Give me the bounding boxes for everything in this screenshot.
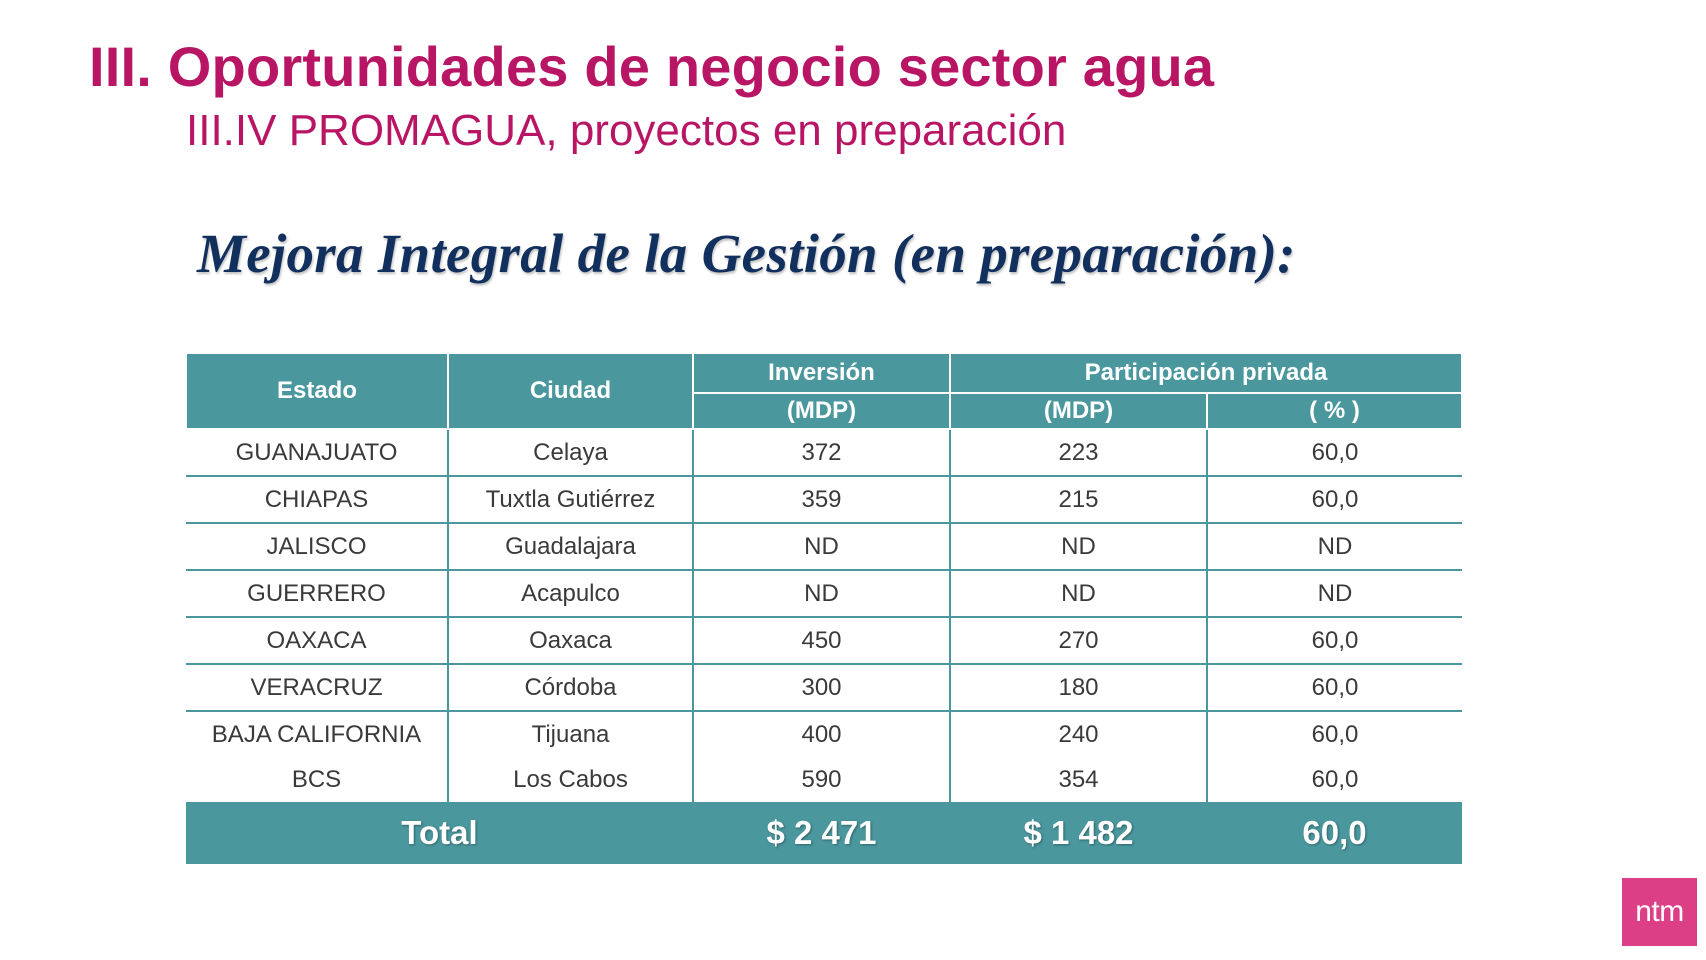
cell-part-mdp: 270 <box>950 617 1208 665</box>
cell-estado: JALISCO <box>186 523 449 571</box>
cell-inversion: 590 <box>693 757 951 802</box>
cell-inversion: 359 <box>693 476 951 524</box>
cell-ciudad: Tijuana <box>448 711 694 757</box>
cell-ciudad: Acapulco <box>448 570 694 618</box>
cell-part-pct: ND <box>1207 523 1463 571</box>
cell-estado: VERACRUZ <box>186 664 449 712</box>
cell-estado: GUANAJUATO <box>186 429 449 477</box>
cell-part-mdp: 215 <box>950 476 1208 524</box>
cell-inversion: 450 <box>693 617 951 665</box>
table-heading: Mejora Integral de la Gestión (en prepar… <box>197 223 1296 284</box>
projects-table: Estado Ciudad Inversión Participación pr… <box>185 354 1464 864</box>
cell-inversion: ND <box>693 523 951 571</box>
header-participacion-privada: Participación privada <box>948 354 1464 394</box>
table-row: GUERRERO Acapulco ND ND ND <box>186 570 1463 618</box>
cell-part-mdp: ND <box>950 570 1208 618</box>
cell-ciudad: Los Cabos <box>448 757 694 802</box>
cell-part-pct: 60,0 <box>1207 617 1463 665</box>
cell-ciudad: Guadalajara <box>448 523 694 571</box>
header-inversion-unit: (MDP) <box>692 392 951 430</box>
cell-part-mdp: ND <box>950 523 1208 571</box>
cell-part-mdp: 223 <box>950 429 1208 477</box>
cell-estado: OAXACA <box>186 617 449 665</box>
cell-ciudad: Córdoba <box>448 664 694 712</box>
cell-part-mdp: 354 <box>950 757 1208 802</box>
ntm-logo: ntm <box>1622 878 1697 946</box>
header-participacion-pct: ( % ) <box>1205 392 1464 430</box>
table-row: JALISCO Guadalajara ND ND ND <box>186 523 1463 571</box>
cell-part-mdp: 180 <box>950 664 1208 712</box>
cell-ciudad: Celaya <box>448 429 694 477</box>
cell-estado: GUERRERO <box>186 570 449 618</box>
cell-estado: BCS <box>186 757 449 802</box>
table-row: CHIAPAS Tuxtla Gutiérrez 359 215 60,0 <box>186 476 1463 524</box>
table-row: VERACRUZ Córdoba 300 180 60,0 <box>186 664 1463 712</box>
cell-ciudad: Oaxaca <box>448 617 694 665</box>
cell-inversion: ND <box>693 570 951 618</box>
cell-part-pct: 60,0 <box>1311 765 1359 793</box>
header-ciudad: Ciudad <box>447 354 694 430</box>
header-estado: Estado <box>185 354 449 430</box>
cell-estado: BAJA CALIFORNIA <box>186 711 449 757</box>
cell-part-pct: 60,0 <box>1207 664 1463 712</box>
header-inversion: Inversión <box>692 354 951 394</box>
total-row: Total $ 2 471 $ 1 482 60,0 <box>186 802 1463 864</box>
cell-estado: CHIAPAS <box>186 476 449 524</box>
cell-part-mdp: 240 <box>950 711 1208 757</box>
total-part-pct: 60,0 <box>1207 802 1463 864</box>
total-part-mdp: $ 1 482 <box>950 802 1207 864</box>
table-row: OAXACA Oaxaca 450 270 60,0 <box>186 617 1463 665</box>
table-row: BCS Los Cabos 590 354 60,0 <box>186 757 1462 802</box>
table-row: GUANAJUATO Celaya 372 223 60,0 <box>186 429 1463 477</box>
slide-title: III. Oportunidades de negocio sector agu… <box>89 35 1215 98</box>
total-label: Total <box>186 802 693 864</box>
slide-subtitle: III.IV PROMAGUA, proyectos en preparació… <box>186 106 1067 155</box>
cell-inversion: 400 <box>693 711 951 757</box>
header-participacion-mdp: (MDP) <box>949 392 1208 430</box>
cell-inversion: 300 <box>693 664 951 712</box>
cell-part-pct: 60,0 <box>1207 476 1463 524</box>
cell-ciudad: Tuxtla Gutiérrez <box>448 476 694 524</box>
cell-part-pct: 60,0 <box>1207 429 1463 477</box>
total-inversion: $ 2 471 <box>693 802 950 864</box>
table-row: BAJA CALIFORNIA Tijuana 400 240 60,0 <box>186 711 1462 757</box>
cell-part-pct: ND <box>1207 570 1463 618</box>
cell-inversion: 372 <box>693 429 951 477</box>
cell-part-pct: 60,0 <box>1311 720 1359 748</box>
